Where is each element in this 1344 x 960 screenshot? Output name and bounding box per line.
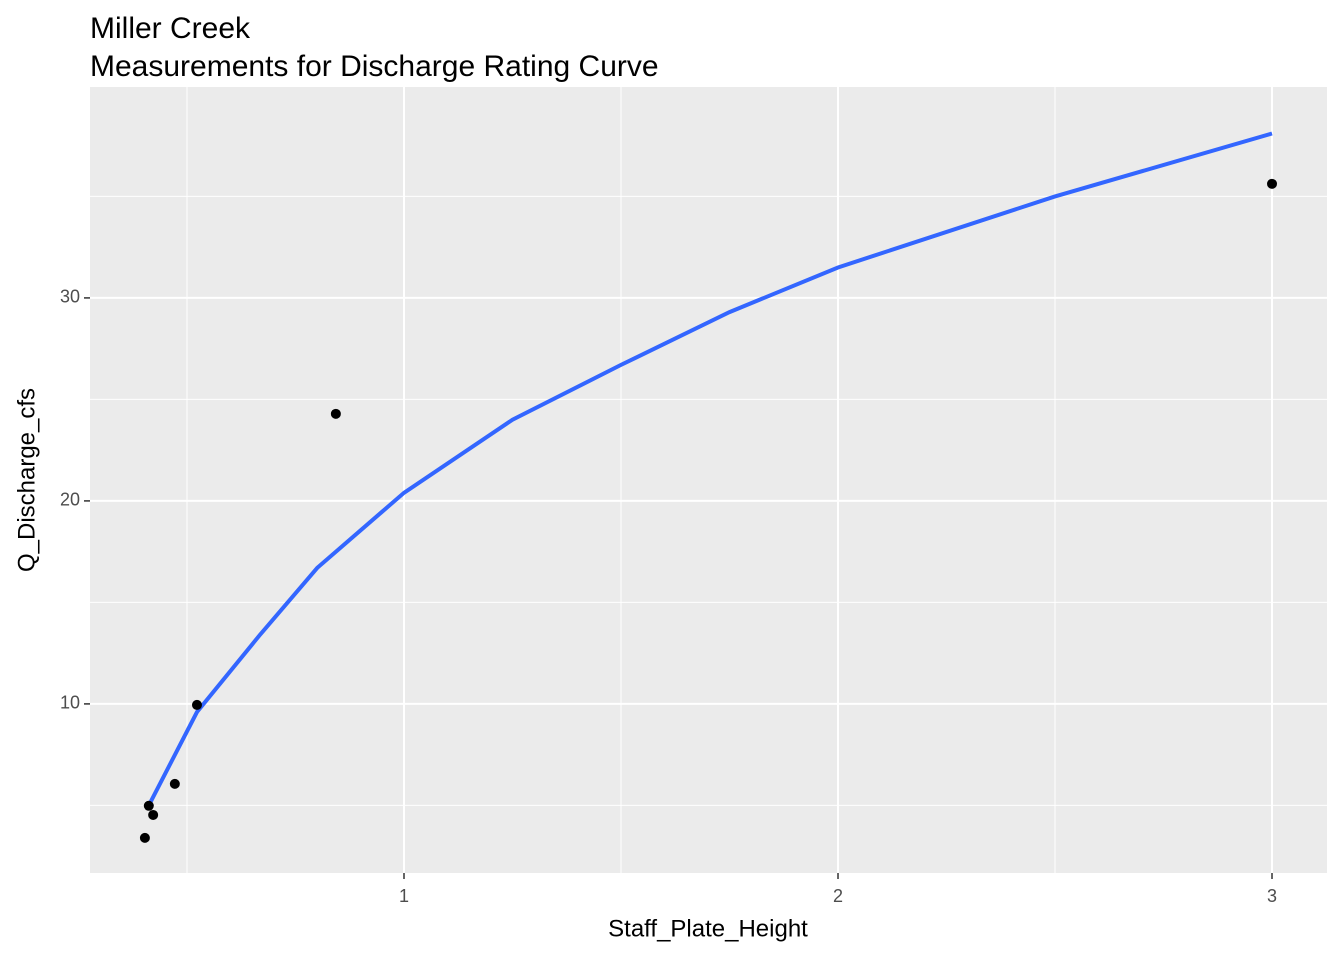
point — [1267, 178, 1278, 189]
y-tick-label: 10 — [60, 693, 80, 713]
panel — [90, 87, 1327, 873]
y-tick-label: 30 — [60, 287, 80, 307]
point — [139, 832, 150, 843]
x-axis-title: Staff_Plate_Height — [608, 915, 808, 942]
y-axis-title: Q_Discharge_cfs — [13, 388, 40, 572]
point — [330, 408, 341, 419]
point — [169, 778, 180, 789]
chart-title: Miller Creek — [90, 12, 251, 45]
point — [148, 809, 159, 820]
point — [191, 699, 202, 710]
point — [143, 800, 154, 811]
x-tick-label: 2 — [833, 886, 843, 906]
fit-line — [147, 131, 1273, 807]
x-tick-label: 3 — [1267, 886, 1277, 906]
chart-subtitle: Measurements for Discharge Rating Curve — [90, 50, 659, 83]
x-tick-label: 1 — [399, 886, 409, 906]
y-tick-label: 20 — [60, 490, 80, 510]
